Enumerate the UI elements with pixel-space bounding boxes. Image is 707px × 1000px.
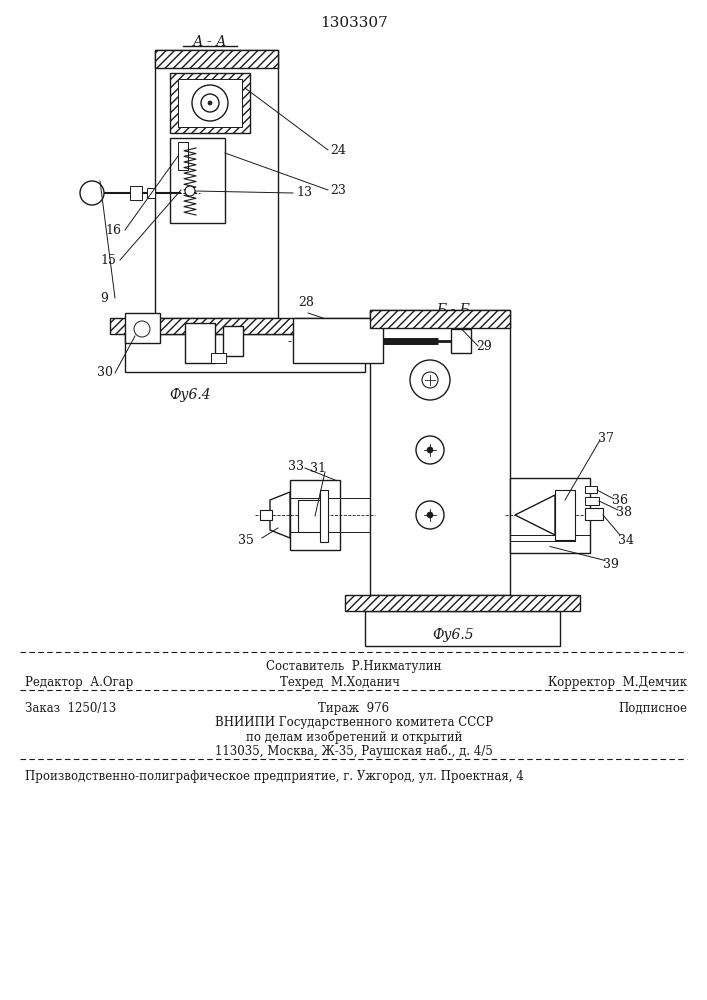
Text: Фу6.4: Фу6.4 — [169, 388, 211, 402]
Text: 30: 30 — [97, 366, 113, 379]
Bar — [130, 186, 142, 200]
Text: Фу6.5: Фу6.5 — [432, 628, 474, 642]
Bar — [290, 480, 340, 550]
Text: 113035, Москва, Ж-35, Раушская наб., д. 4/5: 113035, Москва, Ж-35, Раушская наб., д. … — [215, 744, 493, 758]
Text: 37: 37 — [598, 432, 614, 444]
Text: 23: 23 — [330, 184, 346, 196]
Text: 24: 24 — [330, 143, 346, 156]
Text: Производственно-полиграфическое предприятие, г. Ужгород, ул. Проектная, 4: Производственно-полиграфическое предприя… — [25, 770, 524, 783]
Bar — [110, 318, 380, 334]
Bar — [510, 478, 590, 552]
Bar — [125, 334, 365, 372]
Text: 13: 13 — [296, 186, 312, 200]
Bar — [155, 50, 278, 68]
Bar — [147, 188, 155, 198]
Text: Заказ  1250/13: Заказ 1250/13 — [25, 702, 116, 715]
Circle shape — [427, 512, 433, 518]
Text: Корректор  М.Демчик: Корректор М.Демчик — [548, 676, 687, 689]
Bar — [155, 50, 278, 318]
Text: по делам изобретений и открытий: по делам изобретений и открытий — [246, 730, 462, 744]
Text: Подписное: Подписное — [618, 702, 687, 715]
Circle shape — [416, 436, 444, 464]
Text: 35: 35 — [238, 534, 254, 546]
Text: ВНИИПИ Государственного комитета СССР: ВНИИПИ Государственного комитета СССР — [215, 716, 493, 729]
Text: Редактор  А.Огар: Редактор А.Огар — [25, 676, 133, 689]
Text: Б - Б: Б - Б — [436, 303, 470, 317]
Circle shape — [410, 360, 450, 400]
Text: 31: 31 — [310, 462, 326, 475]
Circle shape — [427, 447, 433, 453]
Circle shape — [208, 101, 212, 105]
Bar — [211, 353, 226, 363]
Bar — [320, 490, 328, 542]
Bar — [260, 510, 272, 520]
Text: 36: 36 — [612, 494, 628, 508]
Circle shape — [416, 501, 444, 529]
Bar — [223, 326, 243, 356]
Text: 39: 39 — [603, 558, 619, 571]
Circle shape — [80, 181, 104, 205]
Circle shape — [134, 321, 150, 337]
Text: 38: 38 — [616, 506, 632, 518]
Text: 16: 16 — [105, 224, 121, 236]
Bar — [178, 79, 242, 127]
Circle shape — [192, 85, 228, 121]
Text: А - А: А - А — [193, 35, 227, 49]
Bar — [185, 323, 215, 363]
Bar — [293, 318, 383, 363]
Text: 9: 9 — [100, 292, 108, 304]
Bar — [451, 328, 471, 353]
Text: Тираж  976: Тираж 976 — [318, 702, 390, 715]
Bar — [170, 73, 250, 133]
Bar — [555, 490, 575, 540]
Bar — [345, 595, 580, 611]
Text: Техред  М.Ходанич: Техред М.Ходанич — [280, 676, 400, 689]
Circle shape — [185, 186, 195, 196]
Circle shape — [201, 94, 219, 112]
Bar — [125, 313, 160, 343]
Text: 34: 34 — [618, 534, 634, 546]
Text: 1303307: 1303307 — [320, 16, 388, 30]
Bar — [170, 138, 225, 223]
Bar — [585, 486, 597, 493]
Polygon shape — [515, 495, 555, 535]
Bar — [370, 310, 510, 595]
Polygon shape — [270, 492, 290, 538]
Bar — [178, 142, 188, 170]
Circle shape — [422, 372, 438, 388]
Bar — [585, 508, 603, 520]
Text: 15: 15 — [100, 253, 116, 266]
Text: 28: 28 — [298, 296, 314, 310]
Text: Составитель  Р.Никматулин: Составитель Р.Никматулин — [267, 660, 442, 673]
Bar — [298, 500, 320, 532]
Bar — [585, 497, 599, 505]
Bar — [365, 611, 560, 646]
Bar — [370, 310, 510, 328]
Text: 33: 33 — [288, 460, 304, 474]
Text: 29: 29 — [476, 340, 492, 353]
